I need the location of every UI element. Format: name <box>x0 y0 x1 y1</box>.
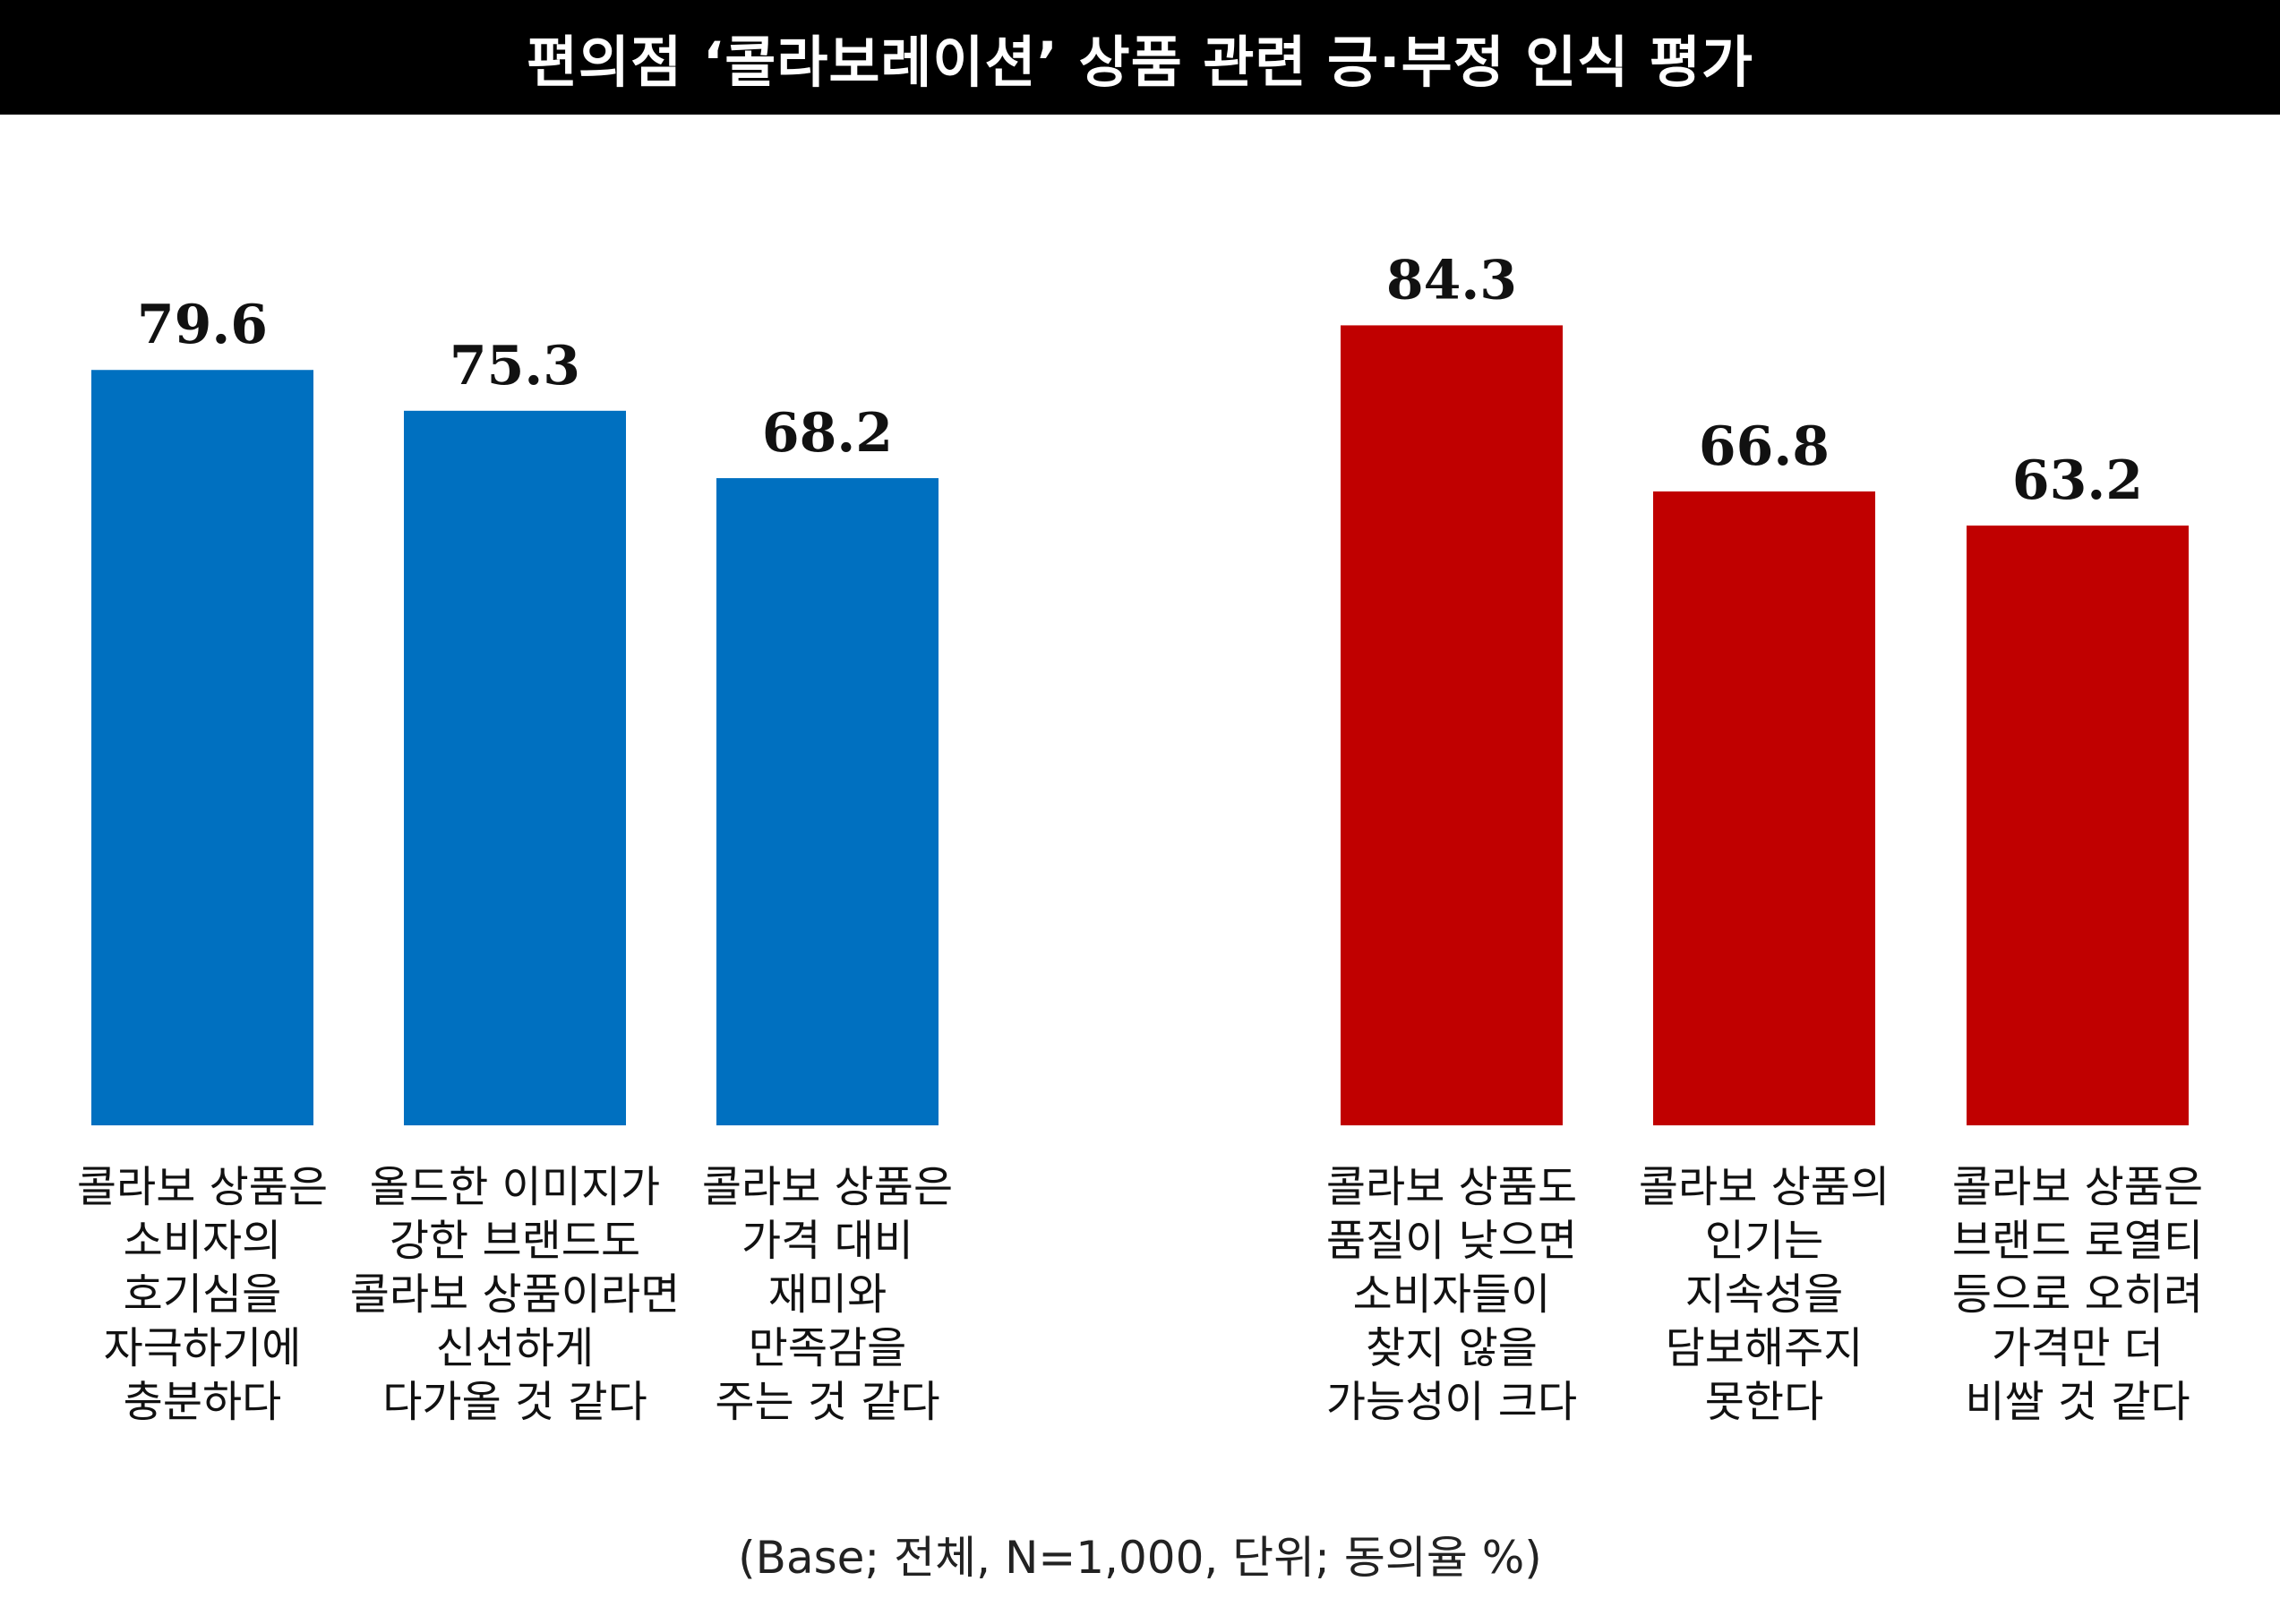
category-label-5: 콜라보 상품의 인기는 지속성을 담보해주지 못한다 <box>1594 1160 1934 1429</box>
chart-title: 편의점 ‘콜라보레이션’ 상품 관련 긍·부정 인식 평가 <box>527 30 1753 95</box>
category-label-line: 콜라보 상품은 <box>701 1162 954 1212</box>
title-bar: 편의점 ‘콜라보레이션’ 상품 관련 긍·부정 인식 평가 <box>0 0 2280 115</box>
category-label-4: 콜라보 상품도 품질이 낮으면 소비자들이 찾지 않을 가능성이 크다 <box>1281 1160 1622 1429</box>
category-label-line: 못한다 <box>1704 1377 1824 1427</box>
category-label-line: 콜라보 상품이라면 <box>349 1269 681 1320</box>
category-label-line: 소비자들이 <box>1352 1269 1551 1320</box>
category-label-line: 호기심을 <box>123 1269 282 1320</box>
bar-6 <box>1967 526 2189 1125</box>
bar-5 <box>1653 491 1875 1125</box>
bar-4 <box>1341 325 1563 1125</box>
category-label-line: 비쌀 것 같다 <box>1965 1377 2190 1427</box>
value-label-5: 66.8 <box>1699 415 1830 478</box>
category-label-line: 재미와 <box>767 1269 887 1320</box>
category-label-line: 담보해주지 <box>1665 1323 1864 1373</box>
value-label-4: 84.3 <box>1386 249 1517 312</box>
value-label-1: 79.6 <box>137 294 268 356</box>
category-label-line: 올드한 이미지가 <box>369 1162 661 1212</box>
category-label-line: 가격만 더 <box>1992 1323 2164 1373</box>
category-label-line: 콜라보 상품은 <box>76 1162 329 1212</box>
category-label-line: 다가올 것 같다 <box>382 1377 647 1427</box>
category-label-1: 콜라보 상품은 소비자의 호기심을 자극하기에 충분하다 <box>32 1160 373 1429</box>
category-label-line: 인기는 <box>1704 1216 1824 1266</box>
category-label-3: 콜라보 상품은 가격 대비 재미와 만족감을 주는 것 같다 <box>657 1160 998 1429</box>
category-label-line: 충분하다 <box>123 1377 282 1427</box>
category-label-6: 콜라보 상품은 브랜드 로열티 등으로 오히려 가격만 더 비쌀 것 같다 <box>1907 1160 2248 1429</box>
category-label-line: 콜라보 상품은 <box>1951 1162 2204 1212</box>
category-label-line: 소비자의 <box>123 1216 282 1266</box>
category-label-line: 가능성이 크다 <box>1325 1377 1578 1427</box>
category-label-line: 자극하기에 <box>103 1323 302 1373</box>
category-label-line: 지속성을 <box>1684 1269 1844 1320</box>
category-label-line: 품질이 낮으면 <box>1325 1216 1578 1266</box>
bar-1 <box>91 370 313 1125</box>
category-label-line: 콜라보 상품도 <box>1325 1162 1578 1212</box>
category-label-line: 만족감을 <box>748 1323 907 1373</box>
category-label-line: 주는 것 같다 <box>715 1377 940 1427</box>
category-label-line: 강한 브랜드도 <box>389 1216 641 1266</box>
category-label-line: 콜라보 상품의 <box>1638 1162 1890 1212</box>
category-label-line: 신선하게 <box>435 1323 595 1373</box>
category-label-line: 찾지 않을 <box>1366 1323 1538 1373</box>
value-label-2: 75.3 <box>450 335 580 397</box>
category-label-line: 가격 대비 <box>741 1216 913 1266</box>
bar-3 <box>716 478 939 1125</box>
bar-2 <box>404 410 626 1125</box>
category-label-line: 등으로 오히려 <box>1951 1269 2204 1320</box>
footnote: (Base; 전체, N=1,000, 단위; 동의율 %) <box>738 1532 1542 1584</box>
category-label-line: 브랜드 로열티 <box>1951 1216 2204 1266</box>
category-label-2: 올드한 이미지가 강한 브랜드도 콜라보 상품이라면 신선하게 다가올 것 같다 <box>345 1160 685 1429</box>
value-label-6: 63.2 <box>2012 449 2143 512</box>
value-label-3: 68.2 <box>762 402 893 465</box>
